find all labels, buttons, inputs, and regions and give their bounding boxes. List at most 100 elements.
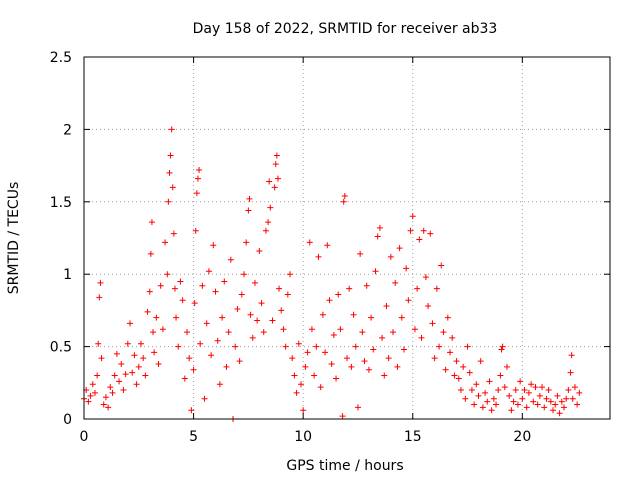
data-point (370, 346, 377, 353)
data-point (273, 152, 280, 159)
data-point (407, 227, 414, 234)
data-point (94, 372, 101, 379)
data-point (440, 329, 447, 336)
y-axis-label: SRMTID / TECUs (6, 182, 22, 295)
data-point (297, 381, 304, 388)
grid-layer (84, 57, 610, 419)
data-point (333, 375, 340, 382)
data-point (363, 282, 370, 289)
data-point (306, 239, 313, 246)
data-point (376, 224, 383, 231)
data-point (471, 401, 478, 408)
data-point (319, 311, 326, 318)
data-point (216, 381, 223, 388)
data-point (168, 126, 175, 133)
data-point (236, 358, 243, 365)
data-point (120, 387, 127, 394)
data-point (97, 279, 104, 286)
data-point (151, 349, 158, 356)
data-point (102, 394, 109, 401)
data-point (495, 387, 502, 394)
data-point (223, 363, 230, 370)
data-point (346, 285, 353, 292)
x-tick-label: 15 (404, 429, 422, 445)
data-point (147, 250, 154, 257)
data-point (335, 291, 342, 298)
data-point (381, 372, 388, 379)
data-point (442, 366, 449, 373)
data-point (111, 372, 118, 379)
data-point (447, 349, 454, 356)
data-point (205, 268, 212, 275)
data-point (468, 387, 475, 394)
data-point (506, 392, 513, 399)
data-point (186, 355, 193, 362)
data-point (530, 398, 537, 405)
data-point (460, 363, 467, 370)
data-point (91, 389, 98, 396)
data-point (122, 371, 129, 378)
data-point (361, 358, 368, 365)
data-point (258, 300, 265, 307)
data-point (227, 256, 234, 263)
data-point (508, 407, 515, 414)
data-point (521, 387, 528, 394)
data-point (95, 340, 102, 347)
data-point (191, 300, 198, 307)
data-point (429, 320, 436, 327)
data-point (188, 407, 195, 414)
data-point (576, 389, 583, 396)
data-point (313, 343, 320, 350)
data-point (155, 360, 162, 367)
data-point (165, 198, 172, 205)
data-point (558, 398, 565, 405)
data-point (455, 375, 462, 382)
data-point (411, 326, 418, 333)
data-point (449, 334, 456, 341)
data-point (328, 360, 335, 367)
data-point (523, 404, 530, 411)
data-point (390, 329, 397, 336)
data-point (341, 193, 348, 200)
data-point (420, 227, 427, 234)
data-point (414, 285, 421, 292)
chart-title: Day 158 of 2022, SRMTID for receiver ab3… (193, 21, 498, 37)
data-point (177, 278, 184, 285)
data-point (246, 195, 253, 202)
data-point (488, 407, 495, 414)
data-point (179, 297, 186, 304)
data-point (383, 303, 390, 310)
data-point (276, 285, 283, 292)
y-tick-label: 2.5 (50, 50, 72, 66)
data-point (547, 398, 554, 405)
data-point (560, 404, 567, 411)
data-point (184, 329, 191, 336)
data-point (265, 219, 272, 226)
data-point (568, 352, 575, 359)
data-point (124, 340, 131, 347)
data-point (194, 175, 201, 182)
data-point (354, 404, 361, 411)
data-point (405, 297, 412, 304)
data-point (140, 355, 147, 362)
data-point (85, 398, 92, 405)
data-point (563, 395, 570, 402)
data-point (197, 340, 204, 347)
data-point (344, 355, 350, 362)
data-point (272, 161, 279, 168)
data-point (153, 314, 160, 321)
data-point (451, 372, 458, 379)
y-tick-label: 2 (63, 122, 72, 138)
data-point (543, 395, 550, 402)
data-point (295, 340, 302, 347)
data-point (352, 343, 359, 350)
data-point (490, 395, 497, 402)
data-point (118, 360, 125, 367)
data-point (219, 314, 226, 321)
data-point (232, 343, 239, 350)
data-point (350, 311, 357, 318)
data-point (541, 404, 548, 411)
x-tick-label: 0 (80, 429, 89, 445)
data-point (150, 329, 157, 336)
data-point (528, 381, 535, 388)
